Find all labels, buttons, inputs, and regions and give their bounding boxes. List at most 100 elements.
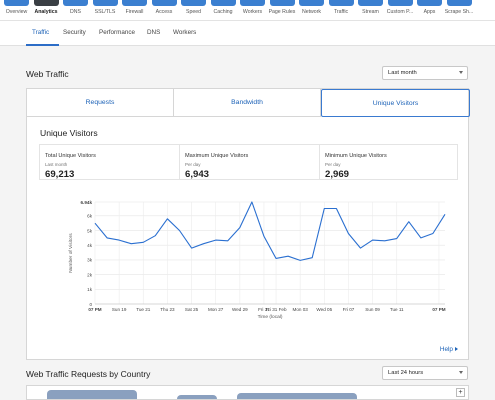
app-access[interactable]: Access: [151, 0, 178, 20]
x-tick-label: Fri 31: [258, 307, 270, 312]
stat-value: 2,969: [325, 169, 350, 180]
app-label: Overview: [5, 9, 28, 15]
stream-icon: [358, 0, 383, 6]
traffic-icon: [328, 0, 354, 6]
scrape-shield-icon: [446, 0, 472, 6]
y-tick-label: 4k: [87, 243, 93, 248]
country-range-select[interactable]: Last 24 hours: [382, 366, 468, 380]
y-tick-label: 5k: [87, 228, 93, 233]
speed-icon: [181, 0, 206, 6]
help-link[interactable]: Help: [440, 346, 458, 353]
tab-dns[interactable]: DNS: [147, 29, 161, 36]
y-tick-label: 3k: [87, 258, 93, 263]
app-navigation-bar: Overview Analytics DNS SSL/TLS Firewall Acces…: [0, 0, 495, 20]
web-traffic-card: Requests Bandwidth Unique Visitors Uniqu…: [26, 88, 470, 360]
x-tick-label: 07 PM: [88, 307, 101, 312]
x-tick-label: Thu 23: [160, 307, 175, 312]
app-apps[interactable]: Apps: [416, 0, 443, 20]
app-caching[interactable]: Caching: [210, 0, 237, 20]
stat-value: 6,943: [185, 169, 210, 180]
x-tick-label: Tue 11: [390, 307, 404, 312]
tab-traffic[interactable]: Traffic: [32, 29, 50, 36]
chevron-right-icon: [455, 347, 458, 351]
workers-icon: [240, 0, 265, 6]
y-axis-label: Number of Visitors: [68, 233, 74, 273]
app-label: Analytics: [34, 9, 58, 15]
tab-workers[interactable]: Workers: [173, 29, 197, 36]
x-tick-label: Fri 07: [343, 307, 355, 312]
help-label: Help: [439, 346, 453, 353]
app-label: Apps: [423, 9, 436, 15]
network-icon: [299, 0, 324, 6]
app-traffic[interactable]: Traffic: [328, 0, 355, 20]
app-analytics[interactable]: Analytics: [33, 0, 60, 20]
x-tick-label: Sat 25: [185, 307, 199, 312]
y-tick-label: 0: [89, 302, 92, 307]
custom-pages-icon: [387, 0, 413, 6]
y-tick-label: 6k: [87, 214, 93, 219]
dns-icon: [63, 0, 88, 6]
tab-security[interactable]: Security: [63, 29, 86, 36]
map-landmass: [47, 390, 137, 399]
app-label: Network: [301, 9, 322, 15]
app-label: Page Rules: [268, 9, 296, 15]
firewall-icon: [122, 0, 147, 6]
apps-icon: [417, 0, 442, 6]
x-tick-label: Sun 09: [365, 307, 380, 312]
app-dns[interactable]: DNS: [62, 0, 89, 20]
app-custom-pages[interactable]: Custom P...: [387, 0, 414, 20]
app-speed[interactable]: Speed: [180, 0, 207, 20]
unique-visitors-chart: 0 1k 2k 3k 4k 5k 6k 6.94k 07 PM Sun 19 Tue 21 Thu 2…: [39, 196, 458, 334]
analytics-sub-tabs: Traffic Security Performance DNS Workers: [0, 20, 495, 46]
tab-unique-visitors[interactable]: Unique Visitors: [321, 89, 470, 117]
x-tick-label: Sun 19: [112, 307, 127, 312]
y-tick-label: 1k: [87, 287, 93, 292]
app-stream[interactable]: Stream: [357, 0, 384, 20]
map-landmass: [177, 395, 217, 399]
app-label: Access: [155, 9, 173, 15]
x-tick-label: Wed 29: [232, 307, 248, 312]
map-landmass: [237, 393, 357, 399]
active-tab-indicator: [26, 44, 59, 46]
analytics-icon: [33, 0, 59, 6]
tab-requests[interactable]: Requests: [27, 89, 174, 117]
zoom-in-button[interactable]: +: [456, 388, 465, 397]
stat-period: Per day: [185, 162, 201, 167]
country-map[interactable]: +: [26, 385, 469, 400]
tab-bandwidth[interactable]: Bandwidth: [174, 89, 321, 117]
stat-maximum-unique-visitors: Maximum Unique Visitors Per day 6,943: [180, 145, 320, 180]
app-page-rules[interactable]: Page Rules: [269, 0, 296, 20]
app-label: Custom P...: [386, 9, 414, 15]
chevron-down-icon: [459, 371, 463, 374]
app-overview[interactable]: Overview: [3, 0, 30, 20]
x-axis-label: Time (local): [258, 314, 283, 320]
country-range-value: Last 24 hours: [388, 370, 424, 376]
app-lock[interactable]: SSL/TLS: [92, 0, 119, 20]
y-tick-label: 2k: [87, 272, 93, 277]
stat-value: 69,213: [45, 169, 75, 180]
web-traffic-range-select[interactable]: Last month: [382, 66, 468, 80]
app-workers[interactable]: Workers: [239, 0, 266, 20]
app-network[interactable]: Network: [298, 0, 325, 20]
x-tick-label: Fri 31 Feb: [266, 307, 287, 312]
caching-icon: [210, 0, 236, 6]
x-tick-label: Wed 05: [316, 307, 332, 312]
stats-row: Total Unique Visitors Last month 69,213 …: [39, 144, 458, 180]
app-firewall[interactable]: Firewall: [121, 0, 148, 20]
app-label: Traffic: [333, 9, 349, 15]
tab-performance[interactable]: Performance: [99, 29, 136, 36]
app-label: Workers: [242, 9, 263, 15]
app-label: Scrape Sh...: [444, 9, 474, 15]
app-label: Speed: [185, 9, 201, 15]
page-rules-icon: [269, 0, 295, 6]
stat-total-unique-visitors: Total Unique Visitors Last month 69,213: [40, 145, 180, 180]
x-tick-label: Mon 27: [208, 307, 224, 312]
overview-icon: [4, 0, 29, 6]
app-label: SSL/TLS: [94, 9, 116, 15]
stat-period: Last month: [45, 162, 68, 167]
panel-title: Unique Visitors: [40, 128, 98, 138]
x-tick-label: 07 PM: [432, 307, 445, 312]
app-scrape-shield[interactable]: Scrape Sh...: [444, 0, 474, 20]
series-line: [94, 201, 446, 261]
